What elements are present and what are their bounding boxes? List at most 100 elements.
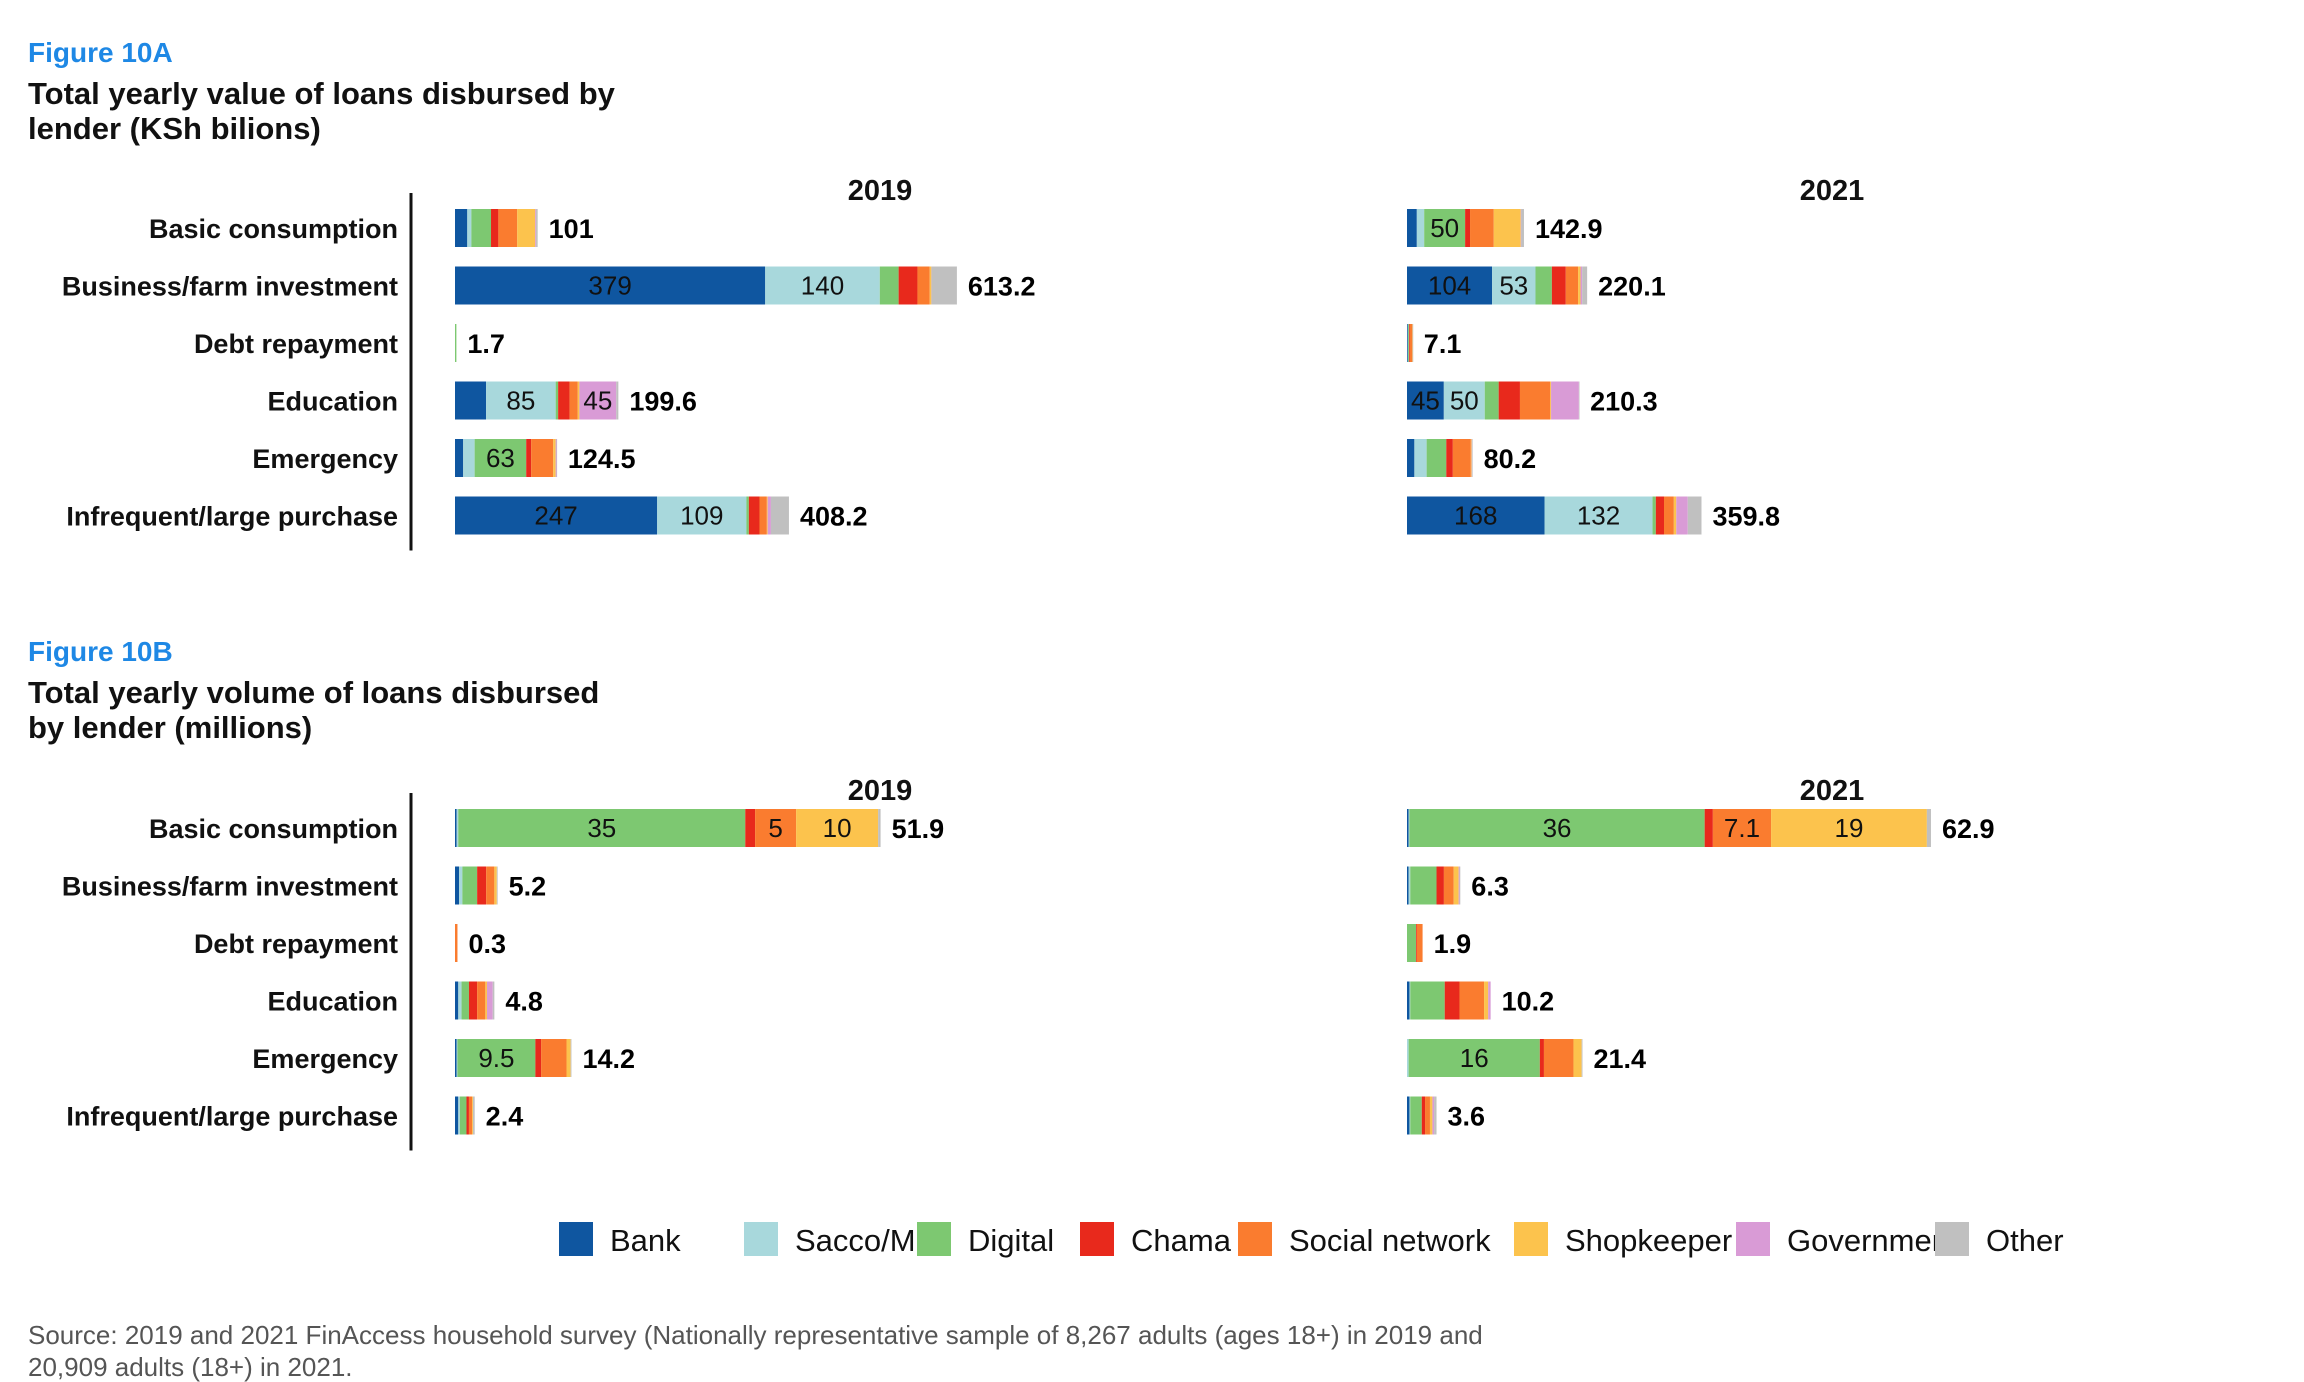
- figure-10a-category-label-emergency: Emergency: [252, 444, 398, 474]
- source-note-line1: Source: 2019 and 2021 FinAccess househol…: [28, 1320, 1483, 1350]
- figure-10a-panel-2019-bar-business-farm-investment-shopkeeper: [929, 266, 932, 305]
- figure-10a-panel-2019-bar-basic-consumption-social-network: [498, 209, 518, 247]
- figure-10b-panel-2019-bar-emergency-other: [570, 1039, 572, 1077]
- figure-10a-panel-2019-total-label-emergency: 124.5: [568, 444, 636, 474]
- legend-label-shopkeeper: Shopkeeper: [1565, 1223, 1732, 1258]
- figure-10a-panel-2019-bar-basic-consumption-chama: [491, 209, 499, 247]
- figure-10a-panel-2021-bar-education-government: [1551, 381, 1579, 420]
- figure-10a-panel-2019-bar-emergency-shopkeeper: [553, 439, 556, 477]
- figure-10b-panel-2019-bar-education-government: [486, 981, 493, 1020]
- legend-swatch-other: [1935, 1222, 1969, 1256]
- figure-10a-panel-2021-bar-emergency-government: [1471, 439, 1473, 477]
- figure-10b-panel-2021-value-label-basic-consumption-digital: 36: [1543, 813, 1572, 843]
- figure-10a-panel-2021-value-label-education-bank: 45: [1411, 386, 1440, 416]
- legend-swatch-sacco-mfi: [744, 1222, 778, 1256]
- figure-10b-label: Figure 10B: [28, 636, 173, 667]
- figure-10b-panel-2019-bar-business-farm-investment-bank: [455, 866, 460, 905]
- figure-10a-panel-2019-total-label-debt-repayment: 1.7: [467, 329, 505, 359]
- figure-10a-panel-2019-bar-infrequent-large-purchase-social-network: [759, 496, 767, 535]
- figure-10b-panel-2019-bar-basic-consumption-shopkeeper: [796, 809, 879, 847]
- figure-10b-panel-2021-bar-education-digital: [1410, 981, 1445, 1020]
- figure-10a-panel-2021-bar-business-farm-investment-other: [1582, 266, 1588, 305]
- figure-10a-panel-2021-total-label-debt-repayment: 7.1: [1424, 329, 1462, 359]
- figure-10b-panel-2021-value-label-basic-consumption-shopkeeper: 19: [1835, 813, 1864, 843]
- figure-10b-title-line1: Total yearly volume of loans disbursed: [28, 675, 599, 710]
- figure-10a-panel-2021-value-label-infrequent-large-purchase-sacco-mfi: 132: [1577, 501, 1620, 531]
- figure-10b-panel-2019-bar-emergency-social-network: [541, 1039, 567, 1077]
- figure-10b-panel-2021-bar-infrequent-large-purchase-digital: [1410, 1096, 1422, 1135]
- legend-swatch-shopkeeper: [1514, 1222, 1548, 1256]
- legend-swatch-digital: [917, 1222, 951, 1256]
- figure-10a-category-label-infrequent-large-purchase: Infrequent/large purchase: [66, 502, 398, 532]
- figure-10b-panel-2021-bar-basic-consumption-social-network: [1712, 809, 1772, 847]
- figure-10b-panel-2021-bar-basic-consumption-chama: [1704, 809, 1713, 847]
- figure-10a-panel-2021-bar-basic-consumption-social-network: [1470, 209, 1494, 247]
- figure-10a-panel-2019-bar-emergency-chama: [526, 439, 532, 477]
- figure-10a-panel-2019-bar-business-farm-investment-other: [931, 266, 957, 305]
- figure-10b-panel-2021-bar-infrequent-large-purchase-government: [1432, 1096, 1435, 1135]
- figure-10a-panel-2021-bar-emergency-digital: [1426, 439, 1447, 477]
- figure-10b-panel-2019-bar-education-social-network: [477, 981, 486, 1020]
- figure-10a-panel-2021-bar-business-farm-investment-government: [1580, 266, 1583, 305]
- figure-10b-panel-2021-bar-basic-consumption-bank: [1407, 809, 1409, 847]
- figure-10a-panel-2019-bar-basic-consumption-other: [536, 209, 538, 247]
- figure-10a-panel-2019-bar-business-farm-investment-digital: [879, 266, 899, 305]
- figure-10a-panel-2019-bar-education-other: [616, 381, 619, 420]
- figure-10a-panel-2021-value-label-education-sacco-mfi: 50: [1450, 386, 1479, 416]
- figure-10a-label: Figure 10A: [28, 37, 173, 68]
- figure-10a-panel-2021-bar-debt-repayment-chama: [1409, 324, 1410, 362]
- figure-10a-panel-2019-value-label-education-sacco-mfi: 85: [506, 386, 535, 416]
- figure-10a-panel-2019-bar-infrequent-large-purchase-chama: [748, 496, 760, 535]
- figure-10a-panel-2019-bar-business-farm-investment-social-network: [917, 266, 930, 305]
- figure-10a-category-label-business-farm-investment: Business/farm investment: [62, 272, 398, 302]
- figure-10b-panel-2019-bar-education-bank: [455, 981, 459, 1020]
- figure-10a-panel-2019-value-label-emergency-digital: 63: [486, 443, 515, 473]
- figure-10b-panel-2021-bar-education-social-network: [1459, 981, 1485, 1020]
- figure-10b-panel-2021-total-label-infrequent-large-purchase: 3.6: [1448, 1102, 1486, 1132]
- figure-10b-panel-2021-bar-education-shopkeeper: [1484, 981, 1489, 1020]
- figure-10b-panel-2019-bar-infrequent-large-purchase-chama: [466, 1096, 469, 1135]
- figure-10a-panel-2021-bar-debt-repayment-other: [1412, 324, 1414, 362]
- figure-10b-panel-2019-total-label-infrequent-large-purchase: 2.4: [486, 1102, 524, 1132]
- figure-10a-panel-2019-bar-infrequent-large-purchase-bank: [455, 496, 658, 535]
- figure-10a-panel-2021-bar-infrequent-large-purchase-chama: [1655, 496, 1665, 535]
- figure-10a-panel-2021-value-label-infrequent-large-purchase-bank: 168: [1454, 501, 1497, 531]
- figure-10a-title-line1: Total yearly value of loans disbursed by: [28, 76, 616, 111]
- figure-10b-panel-2019-bar-business-farm-investment-sacco-mfi: [459, 866, 463, 905]
- figure-10a-panel-2021-bar-education-digital: [1484, 381, 1499, 420]
- figure-10a-panel-2019-bar-basic-consumption-government: [535, 209, 537, 247]
- figure-10b-panel-2019-value-label-basic-consumption-digital: 35: [587, 813, 616, 843]
- figure-10a-panel-2019-total-label-basic-consumption: 101: [549, 214, 594, 244]
- figure-10b-panel-2021-bar-infrequent-large-purchase-social-network: [1425, 1096, 1430, 1135]
- figure-10b-panel-2021-bar-emergency-sacco-mfi: [1407, 1039, 1409, 1077]
- figure-10a-panel-2021-bar-basic-consumption-bank: [1407, 209, 1417, 247]
- figure-10b-panel-2021-bar-basic-consumption-digital: [1409, 809, 1705, 847]
- legend: Bank Sacco/MFI Digital Chama Social network S…: [559, 1222, 2064, 1258]
- figure-10b-panel-2019-bar-education-sacco-mfi: [458, 981, 462, 1020]
- figure-10a-panel-2021-bar-business-farm-investment-bank: [1407, 266, 1493, 305]
- legend-label-social-network: Social network: [1289, 1223, 1491, 1258]
- figure-10a-panel-2021-bar-debt-repayment-sacco-mfi: [1407, 324, 1409, 362]
- figure-10b-panel-2021-bar-emergency-digital: [1408, 1039, 1540, 1077]
- figure-10a-panel-2021-bar-business-farm-investment-shopkeeper: [1578, 266, 1581, 305]
- figure-10b-panel-2021-bar-infrequent-large-purchase-sacco-mfi: [1409, 1096, 1411, 1135]
- figure-10a-panel-2021-bar-education-social-network: [1519, 381, 1551, 420]
- figure-10b-panel-2019-bar-business-farm-investment-chama: [477, 866, 487, 905]
- figure-10a-panel-2021-value-label-business-farm-investment-bank: 104: [1428, 271, 1471, 301]
- figure-10a-panel-2021-total-label-basic-consumption: 142.9: [1535, 214, 1603, 244]
- figure-10b-panel-2021-title: 2021: [1800, 775, 1865, 807]
- figure-10a-panel-2021-bar-basic-consumption-government: [1520, 209, 1522, 247]
- figure-10b-panel-2021-total-label-basic-consumption: 62.9: [1942, 814, 1995, 844]
- figure-10a-panel-2019-bar-infrequent-large-purchase-other: [770, 496, 789, 535]
- figure-10a-panel-2021-bar-infrequent-large-purchase-government: [1676, 496, 1688, 535]
- figure-10a-panel-2021-bar-emergency-bank: [1407, 439, 1415, 477]
- figure-10a-panel-2021-bar-infrequent-large-purchase-shopkeeper: [1673, 496, 1677, 535]
- figure-10b-panel-2019-value-label-emergency-digital: 9.5: [478, 1043, 514, 1073]
- figure-10b-panel-2021-value-label-basic-consumption-social-network: 7.1: [1724, 813, 1760, 843]
- figure-10b-panel-2019-bar-education-other: [492, 981, 495, 1020]
- figure-10a-panel-2019-total-label-business-farm-investment: 613.2: [968, 272, 1036, 302]
- figure-10b-panel-2021-bar-emergency-other: [1581, 1039, 1583, 1077]
- figure-10b-panel-2019-bar-business-farm-investment-shopkeeper: [494, 866, 497, 905]
- figure-10a-panel-2019-value-label-business-farm-investment-sacco-mfi: 140: [801, 271, 844, 301]
- figure-10a-panel-2021-total-label-business-farm-investment: 220.1: [1598, 272, 1666, 302]
